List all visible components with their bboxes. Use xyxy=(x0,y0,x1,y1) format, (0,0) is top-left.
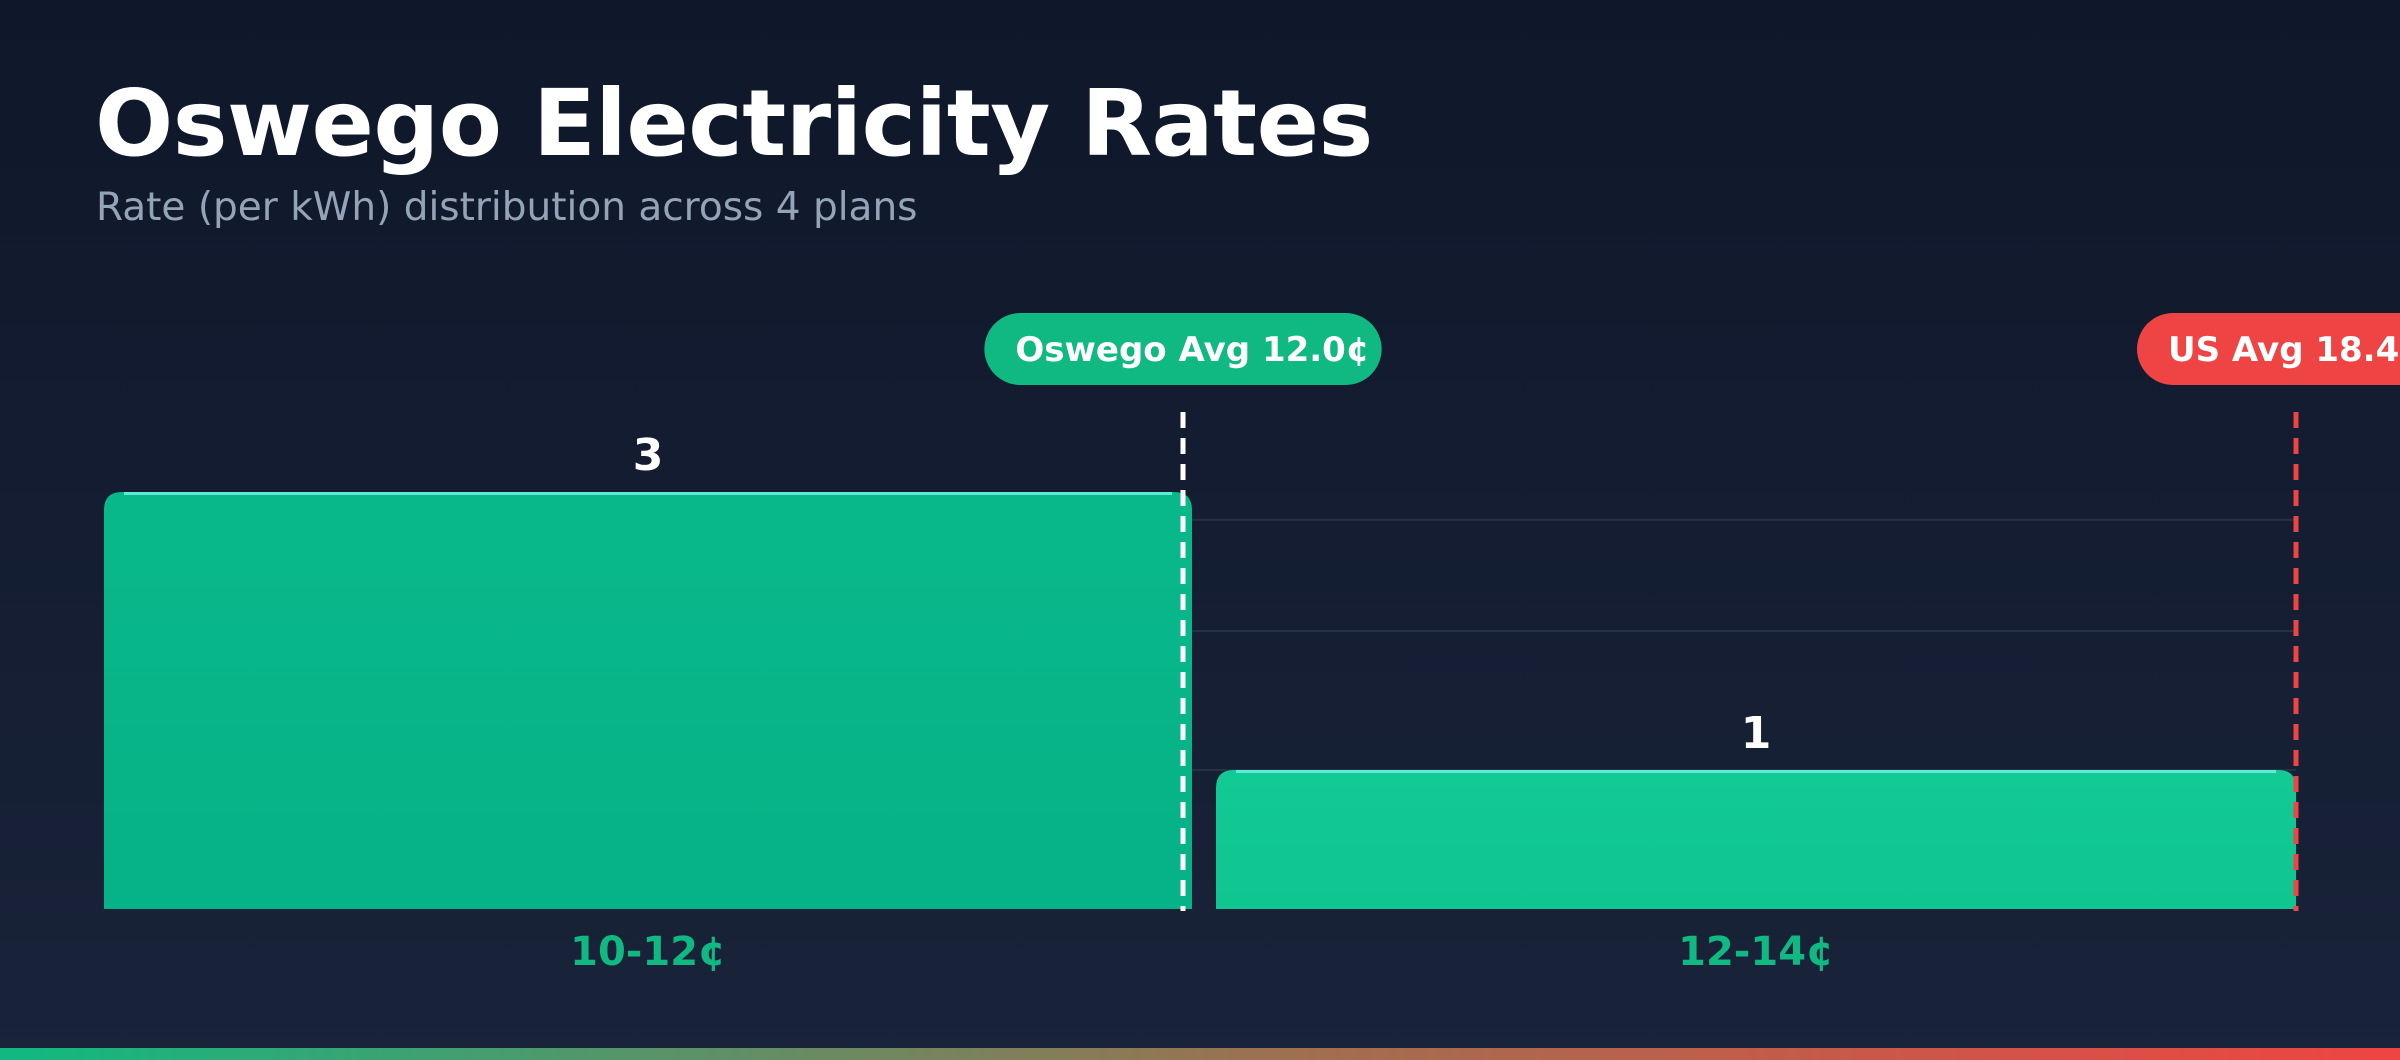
category-label: 10-12¢ xyxy=(570,929,726,975)
bar-value-label: 1 xyxy=(1741,708,1772,759)
category-label: 12-14¢ xyxy=(1678,929,1834,975)
bottom-accent-bar xyxy=(0,1048,2400,1060)
reference-pill-2 xyxy=(2137,313,2400,385)
bar-2[interactable] xyxy=(1216,770,2296,909)
label-layer: 3 10-12¢ 1 12-14¢ xyxy=(570,430,1834,975)
chart-title: Oswego Electricity Rates xyxy=(95,70,1373,177)
bar-1[interactable] xyxy=(104,492,1192,909)
reference-label-1: Oswego Avg 12.0¢ xyxy=(1015,330,1369,370)
reference-line-layer: Oswego Avg 12.0¢ US Avg 18.4¢ xyxy=(984,313,2400,911)
chart-subtitle: Rate (per kWh) distribution across 4 pla… xyxy=(96,185,918,230)
reference-label-2: US Avg 18.4¢ xyxy=(2168,330,2400,370)
reference-pill-1 xyxy=(984,313,1382,385)
bar-layer xyxy=(104,492,2296,909)
bar-value-label: 3 xyxy=(633,430,664,481)
